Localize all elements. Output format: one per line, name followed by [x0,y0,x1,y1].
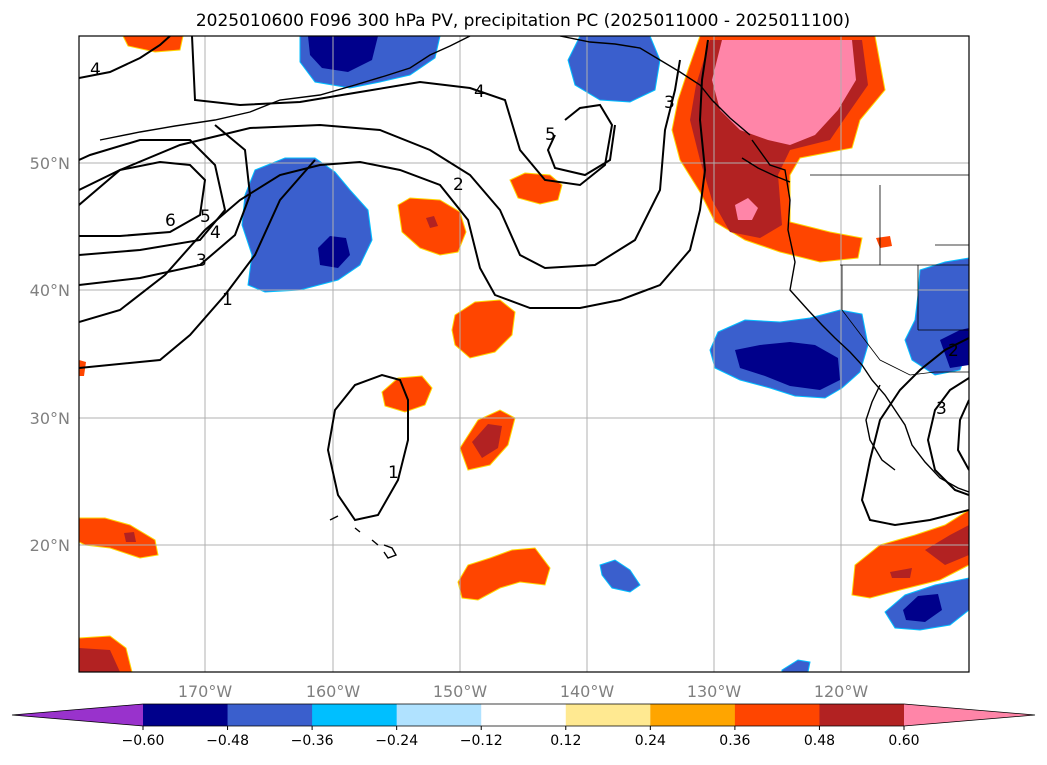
colorbar-tick-label: −0.60 [122,733,165,749]
graticule [79,36,969,672]
plot-frame [78,35,970,673]
contour-3 [79,124,252,286]
baja [865,384,896,471]
contour-label: 3 [936,399,947,419]
borders [810,174,969,376]
contour-label: 5 [200,207,211,227]
contour-6 [79,160,207,237]
lon-tick-label: 120°W [814,682,869,701]
contour-label: 2 [948,341,959,361]
coastlines [99,36,969,559]
colorbar-tick-label: −0.24 [375,733,418,749]
precip-anomaly-4 [381,375,433,413]
west-coast [751,139,969,493]
colorbar-tick-label: −0.12 [460,733,503,749]
colorbar-tick-label: 0.36 [719,733,750,749]
contour-label: 2 [453,175,464,195]
contour-1 [79,39,709,323]
contour-label: 4 [474,82,485,102]
map-title: 2025010600 F096 300 hPa PV, precipitatio… [196,11,850,31]
contour-label: 4 [90,60,101,80]
colorbar-swatch [143,704,229,726]
precip-anomaly-7 [79,517,159,559]
pv-contours [79,36,969,527]
contour-5 [546,124,616,177]
colorbar-swatch [734,704,820,726]
colorbar-swatch [565,704,651,726]
precip-anomaly-6 [457,547,551,601]
contour-4-topleft [79,36,171,79]
precip-anomaly-3 [451,299,516,359]
contour-1-mid [79,159,316,369]
precip-anomaly-neg-3 [567,36,661,103]
lat-tick-label: 40°N [30,281,70,300]
lon-tick-label: 140°W [560,682,615,701]
contour-5b [79,139,227,256]
contour-4-center [191,36,614,187]
colorbar-extend-high [904,704,1035,726]
contour-label: 4 [210,223,221,243]
plot-area: 4 4 5 2 6 5 4 3 1 1 3 2 3 [79,36,969,672]
colorbar-tick-label: −0.36 [291,733,334,749]
colorbar-swatch [396,704,482,726]
colorbar-swatch [227,704,313,726]
colorbar-tick-label: 0.12 [550,733,581,749]
lat-tick-label: 30°N [30,409,70,428]
colorbar-tick-label: 0.48 [804,733,835,749]
alaska-coast [99,36,471,141]
colorbar: −0.60 −0.48 −0.36 −0.24 −0.12 0.12 0.24 0.36 0.4… [11,703,1036,749]
precip-anomaly-neg-6 [599,559,641,593]
lon-tick-labels: 170°W 160°W 150°W 140°W 130°W 120°W [178,682,869,701]
contour-east-1 [860,337,969,527]
colorbar-extend-low [12,704,143,726]
contour-label: 3 [664,93,675,113]
precip-positive-areas [79,36,969,672]
lon-tick-label: 170°W [178,682,233,701]
precip-anomaly-top-left [122,36,184,53]
colorbar-swatch [819,704,905,726]
contour-label: 6 [165,211,176,231]
colorbar-tick-label: −0.48 [206,733,249,749]
contour-label: 1 [222,290,233,310]
colorbar-swatch [312,704,398,726]
colorbar-swatch [481,704,567,726]
contour-1-loop [326,373,409,522]
lon-tick-label: 130°W [687,682,742,701]
lat-tick-label: 20°N [30,536,70,555]
lon-tick-label: 160°W [306,682,361,701]
vancouver-island [741,157,791,183]
contour-east-3 [956,399,969,471]
precip-anomaly-pnw-core2 [735,198,758,220]
precip-anomaly-9 [851,509,969,599]
lat-tick-label: 50°N [30,154,70,173]
colorbar-tick-label: 0.24 [635,733,666,749]
colorbar-swatch [650,704,736,726]
contour-east-2 [926,377,969,496]
contour-label: 5 [545,125,556,145]
contour-labels: 4 4 5 2 6 5 4 3 1 1 3 2 3 [90,60,959,483]
lat-tick-labels: 50°N 40°N 30°N 20°N [30,154,70,555]
lon-tick-label: 150°W [433,682,488,701]
contour-label: 3 [196,251,207,271]
colorbar-tick-label: 0.60 [888,733,919,749]
hawaii [329,515,398,559]
contour-label: 1 [388,463,399,483]
precip-anomaly-pnw-core [712,40,856,145]
